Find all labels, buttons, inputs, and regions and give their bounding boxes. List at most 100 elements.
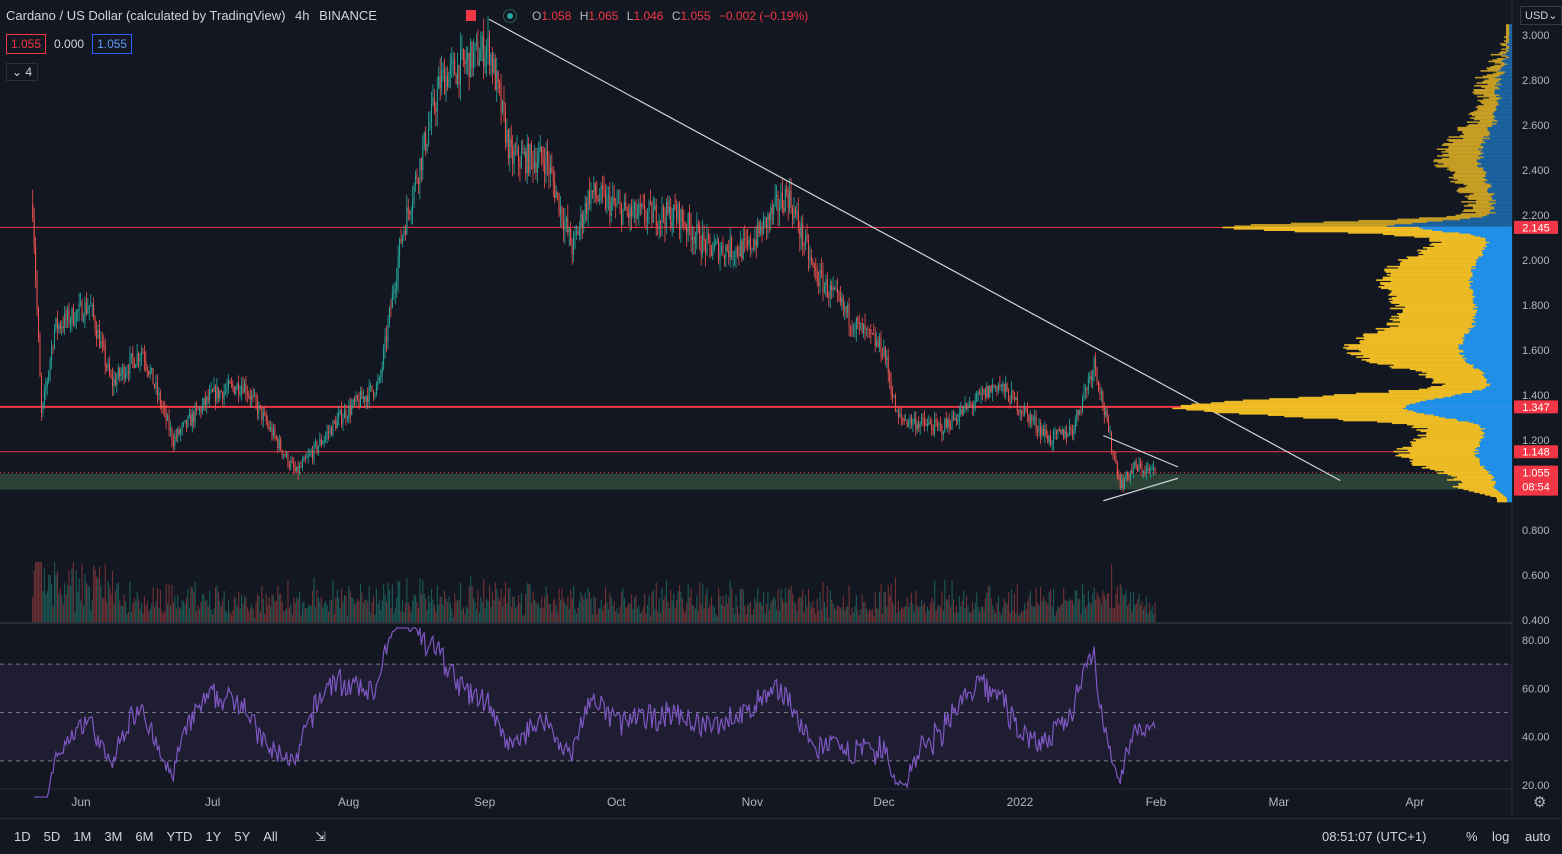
- time-tick-label: Jun: [71, 795, 90, 809]
- candle-body: [542, 158, 544, 164]
- volume-bar: [836, 605, 839, 622]
- volume-bar: [177, 595, 179, 622]
- volume-bar: [326, 604, 328, 622]
- volume-bar: [193, 592, 195, 622]
- volume-bar: [484, 608, 486, 622]
- symbol-header[interactable]: Cardano / US Dollar (calculated by Tradi…: [6, 8, 383, 23]
- candle-body: [1132, 466, 1134, 473]
- volume-bar: [964, 608, 966, 622]
- candle-body: [921, 417, 923, 423]
- range-3m[interactable]: 3M: [104, 829, 123, 844]
- range-6m[interactable]: 6M: [135, 829, 154, 844]
- candle-body: [288, 465, 290, 467]
- candle-body: [674, 204, 676, 211]
- time-tick-label: Mar: [1269, 795, 1290, 809]
- candle-body: [771, 207, 773, 215]
- candle-body: [971, 404, 973, 408]
- range-ytd[interactable]: YTD: [166, 829, 193, 844]
- candle-body: [865, 328, 867, 330]
- candle-body: [80, 301, 82, 304]
- volume-profile-buy: [1484, 376, 1512, 379]
- candle-body: [406, 207, 408, 235]
- chart-canvas[interactable]: 3.0002.8002.6002.4002.2002.0001.8001.600…: [0, 0, 1562, 818]
- log-toggle[interactable]: log: [1492, 829, 1510, 844]
- volume-profile-sell: [1290, 222, 1413, 225]
- volume-bar: [1112, 607, 1114, 622]
- buy-price-button[interactable]: 1.055: [92, 34, 133, 54]
- candle-body: [848, 304, 850, 326]
- volume-profile-sell: [1298, 396, 1444, 399]
- sell-price-button[interactable]: 1.055: [6, 34, 47, 54]
- volume-profile-buy: [1479, 457, 1512, 460]
- volume-bar: [532, 591, 534, 622]
- volume-profile-sell: [1448, 167, 1484, 169]
- symbol-title[interactable]: Cardano / US Dollar (calculated by Tradi…: [6, 8, 286, 23]
- candle-body: [876, 340, 878, 346]
- clock-readout[interactable]: 08:51:07 (UTC+1): [1322, 829, 1427, 844]
- percent-toggle[interactable]: %: [1466, 829, 1478, 844]
- candle-body: [306, 457, 308, 459]
- volume-profile-sell: [1436, 165, 1478, 168]
- candle-body: [422, 146, 424, 171]
- candle-body: [700, 249, 702, 254]
- range-1m[interactable]: 1M: [73, 829, 92, 844]
- flag-icon[interactable]: [466, 10, 476, 21]
- volume-bar: [832, 603, 834, 622]
- volume-profile-sell: [1350, 353, 1461, 356]
- candle-body: [198, 408, 200, 411]
- volume-profile-sell: [1347, 232, 1460, 234]
- range-1d[interactable]: 1D: [14, 829, 31, 844]
- candle-body: [127, 371, 129, 374]
- candle-body: [765, 217, 767, 229]
- volume-profile-buy: [1473, 299, 1512, 302]
- volume-bar: [544, 596, 546, 622]
- range-1y[interactable]: 1Y: [205, 829, 222, 844]
- volume-bar: [565, 605, 567, 622]
- currency-selector[interactable]: USD⌄: [1520, 6, 1562, 25]
- range-all[interactable]: All: [263, 829, 278, 844]
- volume-bar: [368, 585, 370, 622]
- volume-bar: [359, 583, 362, 622]
- volume-bar: [877, 608, 879, 622]
- candle-body: [977, 392, 979, 394]
- volume-profile-sell: [1437, 161, 1479, 164]
- volume-profile-sell: [1388, 390, 1473, 392]
- volume-profile-buy: [1469, 286, 1512, 288]
- volume-bar: [419, 578, 421, 622]
- candle-body: [536, 162, 538, 173]
- volume-bar: [374, 614, 376, 622]
- candle-body: [341, 409, 343, 424]
- candle-body: [612, 196, 614, 202]
- volume-bar: [513, 596, 515, 622]
- volume-profile-buy: [1476, 446, 1512, 449]
- candle-body: [1111, 431, 1113, 452]
- volume-bar: [702, 584, 704, 622]
- volume-bar: [126, 614, 128, 622]
- volume-bar: [631, 594, 633, 622]
- volume-profile-buy: [1412, 222, 1512, 225]
- gear-icon[interactable]: ⚙: [1533, 794, 1547, 811]
- calendar-range-icon[interactable]: ⇲: [315, 829, 326, 844]
- volume-bar: [473, 597, 475, 622]
- candle-body: [517, 147, 519, 163]
- volume-bar: [722, 596, 724, 622]
- volume-bar: [287, 580, 289, 622]
- auto-toggle[interactable]: auto: [1525, 829, 1551, 844]
- volume-profile-sell: [1506, 30, 1510, 33]
- range-5d[interactable]: 5D: [43, 829, 61, 844]
- market-status-icon[interactable]: [503, 9, 517, 23]
- interval-label[interactable]: 4h: [295, 8, 310, 23]
- candle-body: [56, 318, 58, 330]
- range-5y[interactable]: 5Y: [234, 829, 251, 844]
- volume-bar: [1077, 598, 1079, 622]
- candle-body: [1073, 430, 1075, 435]
- indicators-toggle[interactable]: ⌄ 4: [6, 63, 39, 81]
- volume-profile-buy: [1509, 28, 1512, 30]
- volume-bar: [142, 613, 144, 622]
- volume-profile-buy: [1472, 292, 1512, 295]
- volume-bar: [910, 592, 913, 622]
- volume-profile-buy: [1496, 99, 1512, 102]
- volume-profile-buy: [1475, 448, 1512, 450]
- volume-profile-buy: [1476, 260, 1512, 263]
- time-tick-label: Dec: [873, 795, 894, 809]
